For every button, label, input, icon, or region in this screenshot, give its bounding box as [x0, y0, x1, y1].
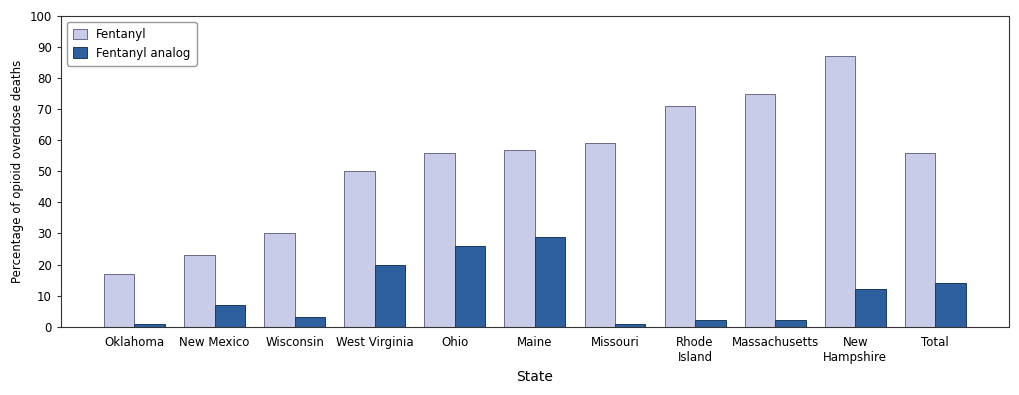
Bar — [824, 56, 855, 327]
Bar — [744, 94, 774, 327]
Bar — [664, 106, 694, 327]
Bar — [534, 237, 565, 327]
X-axis label: State: State — [516, 370, 553, 384]
Bar — [584, 143, 614, 327]
Bar — [694, 320, 725, 327]
Bar — [135, 324, 165, 327]
Bar — [904, 153, 934, 327]
Bar — [454, 246, 485, 327]
Bar — [614, 324, 645, 327]
Bar — [934, 283, 965, 327]
Bar — [184, 255, 214, 327]
Bar — [104, 274, 135, 327]
Bar — [774, 320, 805, 327]
Bar — [374, 265, 405, 327]
Bar — [294, 317, 325, 327]
Bar — [504, 150, 534, 327]
Bar — [344, 171, 374, 327]
Bar — [855, 290, 884, 327]
Bar — [264, 233, 294, 327]
Y-axis label: Percentage of opioid overdose deaths: Percentage of opioid overdose deaths — [11, 60, 24, 283]
Bar — [424, 153, 454, 327]
Legend: Fentanyl, Fentanyl analog: Fentanyl, Fentanyl analog — [67, 22, 197, 66]
Bar — [214, 305, 245, 327]
